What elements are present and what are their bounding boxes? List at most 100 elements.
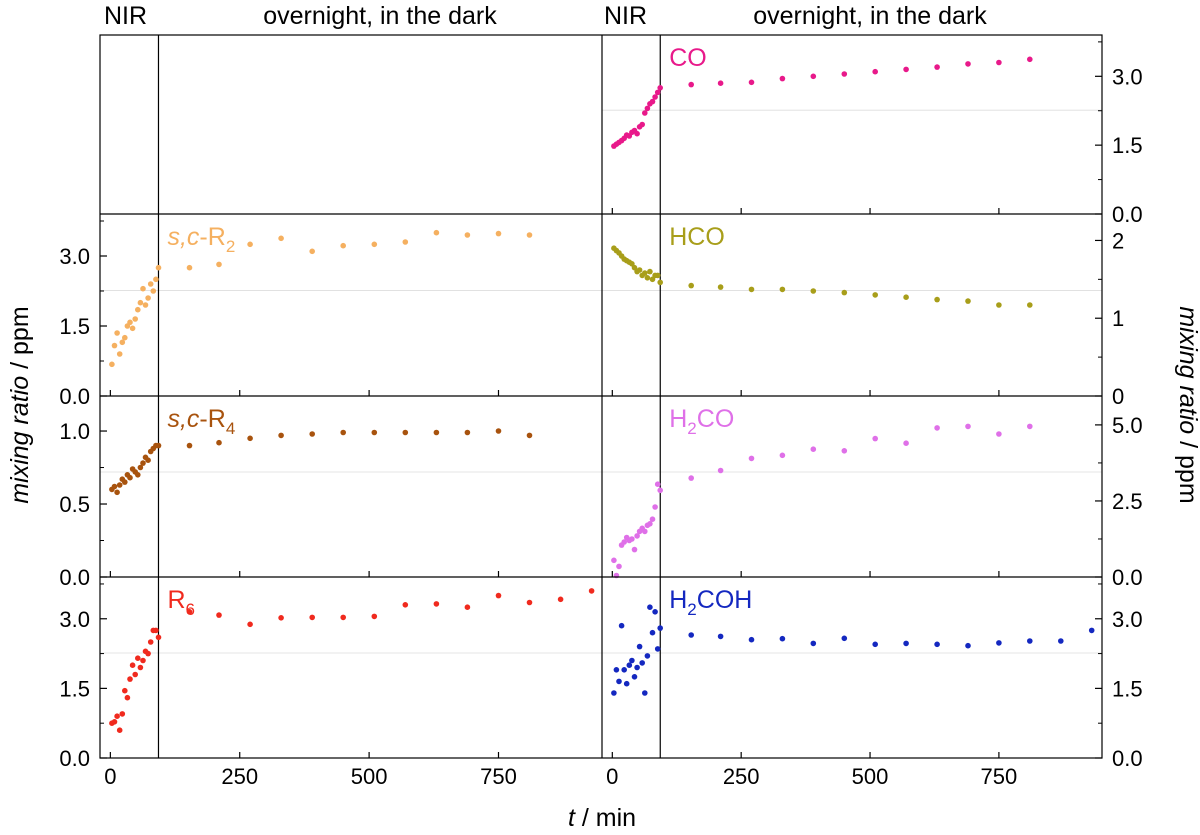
point-CO-20 bbox=[717, 80, 724, 86]
section-label-nir-left: NIR bbox=[104, 2, 147, 30]
panels-layer: 0.01.53.0s,c-R20.00.51.0 s,c-R40.01.53.00… bbox=[59, 35, 1143, 789]
y-axis-title-right-unit: / ppm bbox=[1174, 434, 1200, 503]
point-H2CO-17 bbox=[654, 481, 661, 488]
point-H2CO-18 bbox=[657, 487, 663, 494]
point-CO-13 bbox=[644, 105, 651, 112]
point-CO-24 bbox=[841, 71, 848, 77]
point-sc-R2-23 bbox=[309, 248, 316, 255]
point-sc-R2-15 bbox=[147, 281, 154, 287]
point-R6-5 bbox=[122, 687, 128, 694]
ytick-label-H2CO-0: 0.0 bbox=[1112, 565, 1143, 590]
annotations-layer: NIR overnight, in the dark NIR overnight… bbox=[6, 2, 1200, 832]
point-H2COH-21 bbox=[748, 636, 755, 643]
point-sc-R4-26 bbox=[402, 429, 409, 436]
series-label-main-H2COH: H bbox=[669, 586, 687, 614]
x-axis-title-symbol: t bbox=[568, 804, 576, 832]
point-R6-30 bbox=[526, 599, 533, 606]
point-CO-30 bbox=[1027, 56, 1033, 63]
xtick-label-R6-0: 0 bbox=[104, 764, 116, 789]
point-sc-R2-4 bbox=[119, 339, 126, 346]
point-R6-25 bbox=[371, 613, 378, 620]
point-H2CO-27 bbox=[934, 425, 940, 431]
point-sc-R2-30 bbox=[526, 232, 533, 238]
point-CO-29 bbox=[996, 59, 1002, 66]
point-CO-23 bbox=[810, 73, 817, 80]
point-sc-R2-9 bbox=[132, 316, 138, 322]
series-label-main-H2CO: H bbox=[669, 405, 687, 433]
point-H2COH-26 bbox=[903, 640, 909, 647]
series-label-R6: R6 bbox=[167, 586, 195, 619]
point-sc-R2-27 bbox=[433, 229, 440, 236]
ytick-label-sc-R2-2: 3.0 bbox=[59, 244, 90, 269]
point-R6-24 bbox=[340, 614, 347, 621]
point-HCO-24 bbox=[841, 289, 848, 296]
point-HCO-19 bbox=[688, 282, 694, 289]
series-label-sub-sc-R2: 2 bbox=[226, 237, 235, 256]
point-sc-R2-10 bbox=[135, 306, 141, 313]
panel-sc-R2: 0.0 1.5 3.0 s,c-R2 bbox=[59, 214, 602, 409]
point-HCO-18 bbox=[657, 279, 663, 286]
point-sc-R2-25 bbox=[371, 241, 378, 248]
series-label-HCO: HCO bbox=[669, 223, 725, 251]
point-H2CO-15 bbox=[649, 516, 656, 522]
point-H2CO-26 bbox=[903, 440, 909, 447]
point-H2COH-23 bbox=[810, 640, 817, 647]
point-CO-28 bbox=[965, 61, 971, 67]
point-R6-18 bbox=[155, 634, 162, 641]
series-label-main-R6: R bbox=[167, 586, 185, 614]
point-sc-R2-29 bbox=[495, 230, 502, 237]
point-sc-R2-28 bbox=[464, 232, 471, 238]
point-sc-R2-2 bbox=[114, 330, 120, 336]
point-H2COH-24 bbox=[841, 635, 848, 642]
point-sc-R4-14 bbox=[145, 457, 151, 464]
series-label-main-sc-R2: -R bbox=[199, 223, 225, 251]
point-sc-R4-29 bbox=[495, 428, 502, 434]
point-H2COH-29 bbox=[996, 640, 1002, 646]
point-H2COH-0 bbox=[611, 690, 617, 696]
point-R6-17 bbox=[153, 627, 159, 634]
ytick-label-CO-2: 3.0 bbox=[1112, 64, 1143, 89]
ytick-label-sc-R2-1: 1.5 bbox=[59, 314, 90, 339]
point-CO-19 bbox=[688, 81, 694, 88]
y-axis-title-right-quantity: mixing ratio bbox=[1174, 306, 1200, 434]
point-H2COH-7 bbox=[629, 657, 635, 664]
ytick-label-sc-R2-0: 0.0 bbox=[59, 384, 90, 409]
point-HCO-20 bbox=[717, 284, 724, 290]
point-H2CO-28 bbox=[965, 423, 971, 430]
point-R6-4 bbox=[119, 711, 126, 717]
panel-R6: 0.0 1.5 3.0 0 250 500 750 R6 bbox=[59, 577, 602, 789]
point-H2COH-20 bbox=[717, 633, 724, 640]
point-H2CO-7 bbox=[629, 536, 635, 542]
point-HCO-13 bbox=[644, 275, 651, 281]
ytick-label-H2COH-0: 0.0 bbox=[1112, 746, 1143, 771]
ytick-label-R6-1: 1.5 bbox=[59, 676, 90, 701]
point-H2COH-9 bbox=[634, 664, 640, 671]
point-CO-15 bbox=[649, 98, 656, 105]
point-sc-R2-5 bbox=[122, 334, 128, 341]
point-sc-R4-23 bbox=[309, 431, 316, 437]
point-H2CO-21 bbox=[748, 455, 755, 462]
point-R6-22 bbox=[278, 615, 284, 621]
point-R6-2 bbox=[114, 713, 120, 719]
point-R6-15 bbox=[147, 639, 154, 645]
point-R6-23 bbox=[309, 614, 316, 621]
series-label-main-CO: CO bbox=[669, 44, 707, 72]
ytick-label-sc-R4-1: 0.5 bbox=[59, 492, 90, 517]
xtick-label-R6-3: 750 bbox=[480, 764, 517, 789]
point-H2CO-14 bbox=[647, 521, 653, 527]
point-sc-R2-16 bbox=[150, 288, 157, 294]
ytick-label-R6-2: 3.0 bbox=[59, 607, 90, 632]
point-sc-R4-28 bbox=[464, 429, 471, 436]
panel-H2CO: 0.0 2.5 5.0 H2CO bbox=[602, 396, 1143, 590]
point-H2COH-12 bbox=[642, 690, 648, 696]
point-R6-20 bbox=[216, 612, 222, 618]
point-sc-R2-13 bbox=[142, 302, 149, 308]
point-H2COH-31 bbox=[1058, 638, 1064, 644]
point-H2CO-22 bbox=[779, 452, 786, 459]
xtick-label-H2COH-3: 750 bbox=[981, 764, 1018, 789]
xtick-label-H2COH-1: 250 bbox=[723, 764, 760, 789]
series-label-sc-R2: s,c-R2 bbox=[167, 223, 235, 256]
point-HCO-28 bbox=[965, 298, 971, 304]
point-sc-R4-2 bbox=[114, 489, 120, 496]
